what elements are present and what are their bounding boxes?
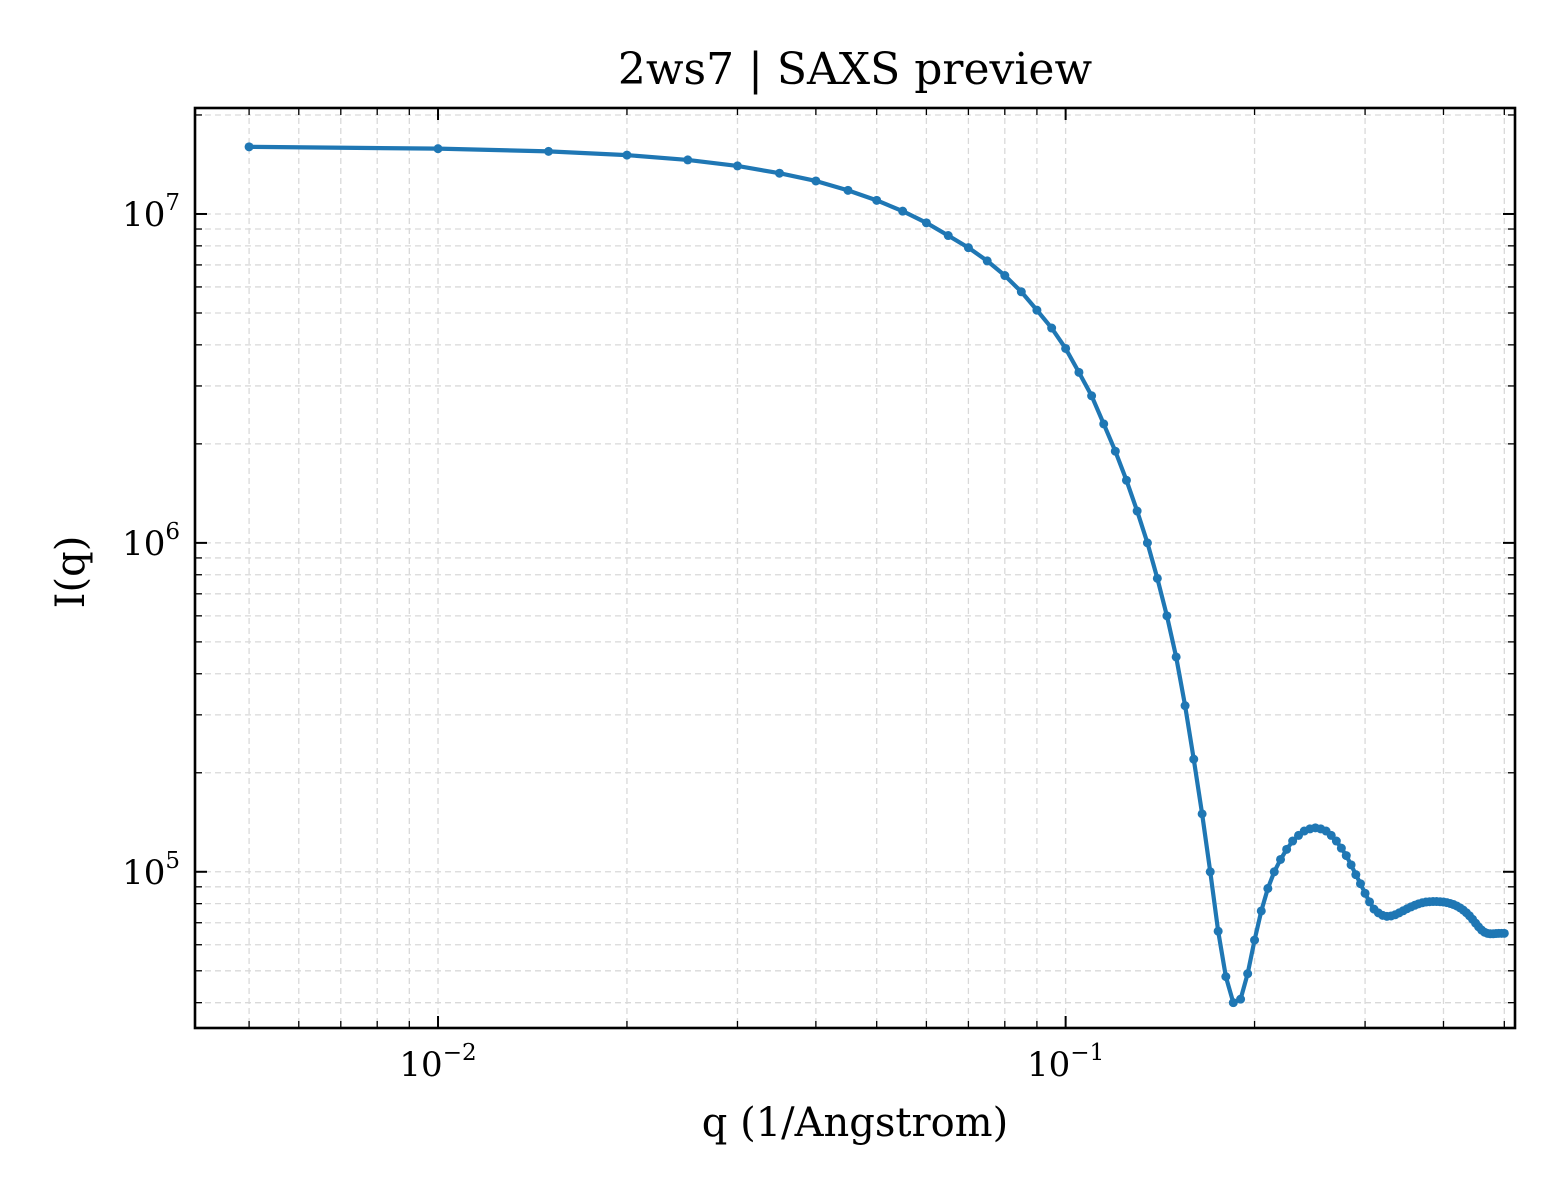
x-tick-labels: 10−2 10−1 <box>399 1040 1104 1085</box>
data-point <box>544 146 554 156</box>
data-point <box>1132 506 1142 516</box>
data-point <box>1110 446 1120 456</box>
y-tick-label: 105 <box>122 848 180 893</box>
data-point <box>872 195 882 205</box>
data-point <box>943 231 953 241</box>
data-point <box>1360 888 1370 898</box>
data-point <box>774 168 784 178</box>
data-point <box>1099 419 1109 429</box>
data-point <box>1087 391 1097 401</box>
y-tick-label: 106 <box>122 519 180 564</box>
y-axis-label: I(q) <box>48 536 94 609</box>
data-point <box>1276 854 1286 864</box>
data-point <box>1205 867 1215 877</box>
y-tick-labels: 105 106 107 <box>122 190 180 893</box>
chart-title: 2ws7 | SAXS preview <box>618 44 1093 95</box>
data-point <box>1269 867 1279 877</box>
data-point <box>1016 287 1026 297</box>
data-point <box>683 155 693 165</box>
data-point <box>843 185 853 195</box>
data-point <box>1000 271 1010 281</box>
data-point <box>1331 836 1341 846</box>
data-point <box>1152 573 1162 583</box>
x-axis-label: q (1/Angstrom) <box>702 1100 1008 1146</box>
data-point <box>1061 343 1071 353</box>
data-point <box>1032 305 1042 315</box>
data-point <box>1074 367 1084 377</box>
data-point <box>1351 870 1361 880</box>
data-point <box>1171 652 1181 662</box>
data-point <box>1256 906 1266 916</box>
plot-area <box>244 142 1509 1008</box>
x-tick-label: 10−1 <box>1027 1040 1104 1085</box>
data-point <box>898 206 908 216</box>
data-point <box>1288 836 1298 846</box>
data-point <box>1221 972 1231 982</box>
data-point <box>1213 926 1223 936</box>
data-point <box>1189 754 1199 764</box>
x-tick-label: 10−2 <box>399 1040 476 1085</box>
data-point <box>811 176 821 186</box>
data-point <box>732 161 742 171</box>
axis-ticks <box>195 108 1515 1028</box>
data-point <box>1197 809 1207 819</box>
data-point <box>1250 935 1260 945</box>
data-point <box>1047 323 1057 333</box>
data-point <box>1282 844 1292 854</box>
data-point <box>244 142 254 152</box>
data-point <box>1341 851 1351 861</box>
data-point <box>1162 611 1172 621</box>
grid-lines <box>195 108 1515 1028</box>
y-tick-label: 107 <box>122 190 180 235</box>
data-point <box>1243 969 1253 979</box>
data-point <box>921 218 931 228</box>
data-point <box>1236 994 1246 1004</box>
data-point <box>1121 475 1131 485</box>
data-point <box>622 150 632 160</box>
data-point <box>963 243 973 253</box>
axes-frame <box>193 106 1517 1030</box>
data-point <box>982 256 992 266</box>
data-point <box>1228 998 1238 1008</box>
data-point <box>1346 860 1356 870</box>
data-point <box>1263 883 1273 893</box>
data-point <box>1180 701 1190 711</box>
data-point <box>433 144 443 154</box>
data-point <box>1336 843 1346 853</box>
data-point <box>1355 879 1365 889</box>
data-point <box>1499 928 1509 938</box>
data-point <box>1365 897 1375 907</box>
data-point <box>1142 538 1152 548</box>
